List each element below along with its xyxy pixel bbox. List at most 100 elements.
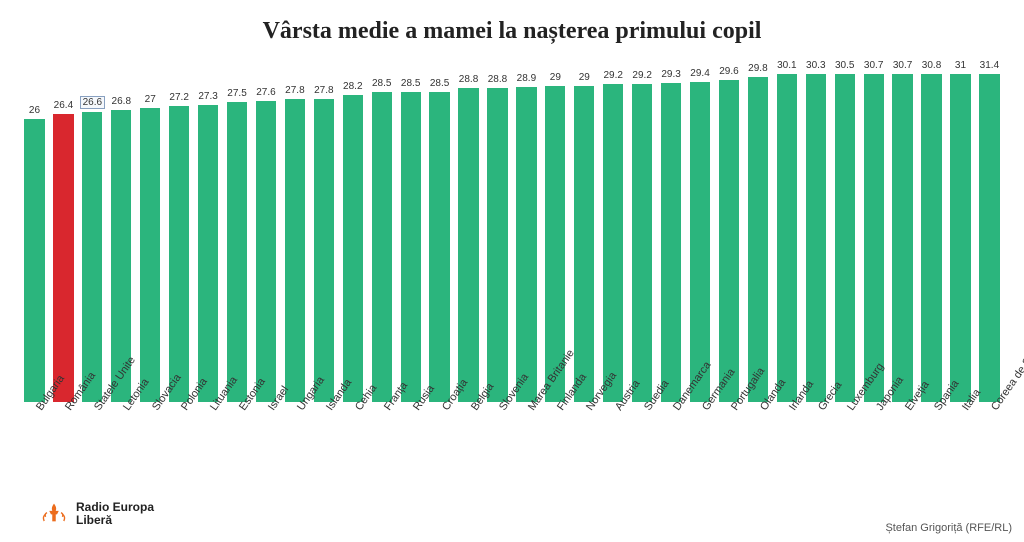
bar-label-wrapper: Norvegia xyxy=(570,402,599,542)
bar xyxy=(921,74,941,402)
bar-wrapper: 27.3 xyxy=(194,60,223,402)
bar-wrapper: 26.4 xyxy=(49,60,78,402)
bar-value-label: 28.5 xyxy=(430,78,449,89)
bar xyxy=(82,112,102,402)
bar-wrapper: 29.2 xyxy=(599,60,628,402)
bar-wrapper: 29 xyxy=(570,60,599,402)
bar-wrapper: 27.6 xyxy=(252,60,281,402)
bar-wrapper: 31 xyxy=(946,60,975,402)
bar xyxy=(285,99,305,402)
bar-label-wrapper: Italia xyxy=(946,402,975,542)
bar-wrapper: 29.3 xyxy=(657,60,686,402)
credit-text: Ștefan Grigoriță (RFE/RL) xyxy=(885,522,1012,534)
bar xyxy=(458,88,478,402)
bar-value-label: 29 xyxy=(579,72,590,83)
bar-label-wrapper: Coreea de Sud xyxy=(975,402,1004,542)
bar-value-label: 30.3 xyxy=(806,60,825,71)
bar xyxy=(690,82,710,402)
bar-label-wrapper: Danemarca xyxy=(657,402,686,542)
bar-label-wrapper: Rusia xyxy=(396,402,425,542)
bar-value-label: 27.8 xyxy=(314,85,333,96)
bar-wrapper: 28.5 xyxy=(425,60,454,402)
bar xyxy=(603,84,623,402)
bar-wrapper: 26.6 xyxy=(78,60,107,402)
bar xyxy=(343,95,363,402)
bar-wrapper: 28.2 xyxy=(338,60,367,402)
bar-label-wrapper: Polonia xyxy=(165,402,194,542)
bar-value-label: 27.3 xyxy=(198,91,217,102)
bar-label-wrapper: Irlanda xyxy=(772,402,801,542)
bar-label-wrapper: Lituania xyxy=(194,402,223,542)
bar-wrapper: 28.9 xyxy=(512,60,541,402)
bar xyxy=(314,99,334,402)
bar-wrapper: 30.5 xyxy=(830,60,859,402)
bar-value-label: 29 xyxy=(550,72,561,83)
bar-value-label: 30.8 xyxy=(922,60,941,71)
bar xyxy=(487,88,507,402)
bar-value-label: 26.4 xyxy=(54,100,73,111)
bar-value-label: 30.7 xyxy=(864,60,883,71)
bar xyxy=(140,108,160,402)
bar-wrapper: 31.4 xyxy=(975,60,1004,402)
bar xyxy=(372,92,392,402)
bar-label-wrapper: Portugalia xyxy=(715,402,744,542)
bar-wrapper: 29.2 xyxy=(628,60,657,402)
chart-title: Vârsta medie a mamei la nașterea primulu… xyxy=(0,0,1024,53)
bar-wrapper: 30.7 xyxy=(888,60,917,402)
bar-value-label: 30.7 xyxy=(893,60,912,71)
rfe-torch-icon xyxy=(40,500,68,528)
bar-value-label: 28.2 xyxy=(343,81,362,92)
bar xyxy=(24,119,44,402)
bar xyxy=(227,102,247,402)
bar-label-wrapper: Luxemburg xyxy=(830,402,859,542)
bar-label-wrapper: Ungaria xyxy=(280,402,309,542)
bar-label-wrapper: Elveția xyxy=(888,402,917,542)
bar-label-wrapper: Japonia xyxy=(859,402,888,542)
bar-value-label: 29.3 xyxy=(661,69,680,80)
bar-wrapper: 28.8 xyxy=(483,60,512,402)
bar-label-wrapper: Olanda xyxy=(743,402,772,542)
bar-wrapper: 30.7 xyxy=(859,60,888,402)
bar-value-label: 28.9 xyxy=(517,73,536,84)
bar xyxy=(256,101,276,402)
bar-wrapper: 26 xyxy=(20,60,49,402)
bar xyxy=(661,83,681,402)
bar-wrapper: 30.8 xyxy=(917,60,946,402)
bar xyxy=(777,74,797,402)
bar xyxy=(748,77,768,402)
bar xyxy=(835,74,855,402)
bar-value-label: 27.8 xyxy=(285,85,304,96)
bar-wrapper: 28.5 xyxy=(396,60,425,402)
bar-wrapper: 30.3 xyxy=(801,60,830,402)
bar xyxy=(950,74,970,402)
bar xyxy=(632,84,652,402)
x-axis-labels: BulgariaRomâniaStatele UniteLetoniaSlova… xyxy=(20,402,1004,542)
source-logo-text: Radio Europa Liberă xyxy=(76,501,154,526)
bar-value-label: 29.6 xyxy=(719,66,738,77)
bar-wrapper: 29.8 xyxy=(743,60,772,402)
bar-label-wrapper: Israel xyxy=(252,402,281,542)
bar-value-label: 27.2 xyxy=(169,92,188,103)
bar-value-label: 30.1 xyxy=(777,60,796,71)
bar-wrapper: 27.8 xyxy=(309,60,338,402)
bar-wrapper: 27.5 xyxy=(223,60,252,402)
bar-value-label: 29.2 xyxy=(603,70,622,81)
chart-container: Vârsta medie a mamei la nașterea primulu… xyxy=(0,0,1024,542)
bar xyxy=(864,74,884,402)
bar-wrapper: 27.8 xyxy=(280,60,309,402)
bar-label-wrapper: Suedia xyxy=(628,402,657,542)
bar-value-label: 26.6 xyxy=(80,96,105,109)
logo-line-2: Liberă xyxy=(76,514,154,527)
bars-area: 2626.426.626.82727.227.327.527.627.827.8… xyxy=(20,60,1004,402)
bar-wrapper: 27 xyxy=(136,60,165,402)
bar-value-label: 29.2 xyxy=(632,70,651,81)
bar-value-label: 27.6 xyxy=(256,87,275,98)
bar-label-wrapper: Belgia xyxy=(454,402,483,542)
bar-label-wrapper: Grecia xyxy=(801,402,830,542)
bar-value-label: 31.4 xyxy=(980,60,999,71)
bar-wrapper: 28.5 xyxy=(367,60,396,402)
bar-value-label: 31 xyxy=(955,60,966,71)
bar-wrapper: 28.8 xyxy=(454,60,483,402)
bar-label-wrapper: Austria xyxy=(599,402,628,542)
bar-value-label: 27.5 xyxy=(227,88,246,99)
